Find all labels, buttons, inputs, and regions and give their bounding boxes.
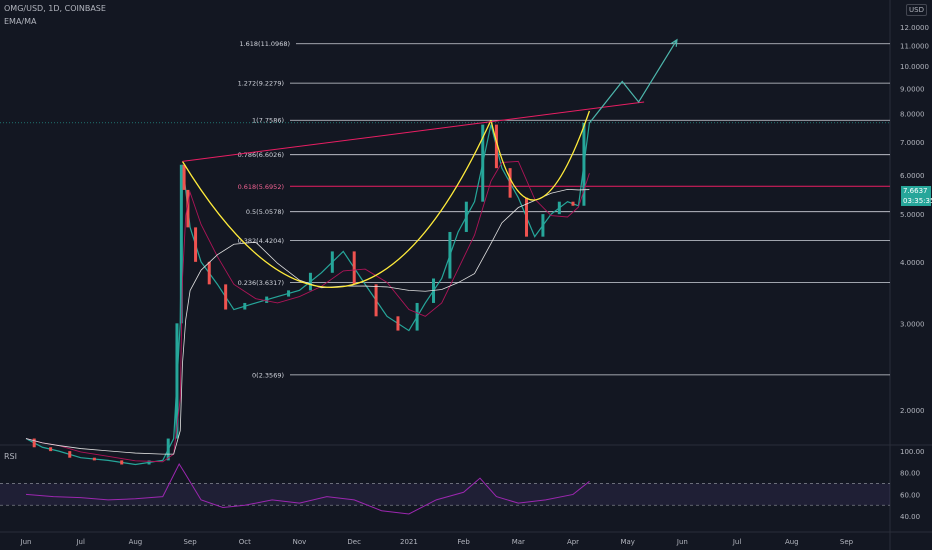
currency-badge[interactable]: USD <box>906 4 927 16</box>
candle <box>481 124 485 202</box>
candle <box>147 460 151 465</box>
y-tick-label: 6.0000 <box>900 172 925 180</box>
candle <box>194 227 198 262</box>
y-tick-label: 10.0000 <box>900 63 929 71</box>
y-tick-label: 7.0000 <box>900 139 925 147</box>
x-tick-label: Sep <box>840 538 854 546</box>
price-line <box>25 122 591 466</box>
fib-level-label: 0.236(3.6317) <box>238 279 284 287</box>
candle <box>120 460 124 465</box>
x-tick-label: Jun <box>676 538 688 546</box>
current-price-value: 7.6637 <box>903 187 928 195</box>
x-tick-label: Jul <box>75 538 85 546</box>
rsi-label: RSI <box>4 452 17 461</box>
candle <box>175 323 179 439</box>
rsi-band <box>0 483 890 506</box>
candle <box>415 302 419 331</box>
x-tick-label: Feb <box>457 538 470 546</box>
symbol-title: OMG/USD, 1D, COINBASE <box>4 4 106 13</box>
candle <box>224 284 228 310</box>
fib-level-label: 0.5(5.0578) <box>246 208 284 216</box>
candle <box>396 316 400 331</box>
candle <box>243 302 247 310</box>
candle <box>287 290 291 297</box>
candle <box>186 189 190 228</box>
rsi-line <box>25 463 590 515</box>
y-tick-label: 9.0000 <box>900 85 925 93</box>
ema-line <box>25 160 590 463</box>
candle <box>207 261 211 285</box>
countdown-timer: 03:35:35 <box>903 197 932 205</box>
projection-path <box>588 39 678 124</box>
candle <box>265 296 269 303</box>
fib-level-label: 1.618(11.0968) <box>239 40 290 48</box>
fib-level-label: 0(2.3569) <box>252 371 284 379</box>
x-tick-label: Nov <box>293 538 307 546</box>
x-tick-label: Apr <box>567 538 579 546</box>
y-tick-label: 2.0000 <box>900 407 925 415</box>
rsi-tick-label: 40.00 <box>900 513 920 521</box>
trend-line <box>182 101 645 162</box>
rsi-tick-label: 80.00 <box>900 470 920 478</box>
candle <box>374 284 378 317</box>
projection-arrowhead <box>670 38 678 47</box>
candle <box>49 447 53 452</box>
x-tick-label: Oct <box>239 538 251 546</box>
x-tick-label: Dec <box>347 538 361 546</box>
rsi-tick-label: 100.00 <box>900 448 925 456</box>
y-tick-label: 3.0000 <box>900 320 925 328</box>
candle <box>330 251 334 273</box>
x-tick-label: Mar <box>512 538 525 546</box>
y-tick-label: 5.0000 <box>900 211 925 219</box>
x-tick-label: Jun <box>20 538 32 546</box>
candle <box>308 272 312 291</box>
ma-line <box>25 188 590 455</box>
current-price-label: 7.6637 03:35:35 <box>901 186 932 206</box>
handle-curve <box>490 110 591 201</box>
x-tick-label: Sep <box>183 538 197 546</box>
candle <box>179 164 183 324</box>
indicator-label: EMA/MA <box>4 17 37 26</box>
x-tick-label: Jul <box>732 538 742 546</box>
x-tick-label: 2021 <box>400 538 418 546</box>
candle <box>68 451 72 458</box>
cup-curve <box>181 119 492 289</box>
rsi-tick-label: 60.00 <box>900 491 920 499</box>
candle <box>464 201 468 232</box>
candle <box>508 168 512 198</box>
candle <box>571 201 575 206</box>
candle <box>32 438 36 448</box>
y-tick-label: 12.0000 <box>900 24 929 32</box>
fib-level-label: 1(7.7586) <box>252 117 284 125</box>
candle <box>166 438 170 461</box>
candle <box>525 197 529 237</box>
fib-level-label: 1.272(9.2279) <box>238 80 284 88</box>
candle <box>557 201 561 215</box>
x-tick-label: May <box>620 538 634 546</box>
candle <box>582 122 586 206</box>
candle <box>352 251 356 285</box>
candle <box>448 231 452 279</box>
y-tick-label: 11.0000 <box>900 43 929 51</box>
y-tick-label: 8.0000 <box>900 111 925 119</box>
fib-level-label: 0.618(5.6952) <box>238 183 284 191</box>
fib-level-label: 0.786(6.6026) <box>238 151 284 159</box>
candle <box>92 457 96 461</box>
x-tick-label: Aug <box>785 538 799 546</box>
x-tick-label: Aug <box>129 538 143 546</box>
y-tick-label: 4.0000 <box>900 259 925 267</box>
candle <box>494 124 498 169</box>
candle <box>182 164 186 190</box>
candle <box>541 214 545 237</box>
fib-level-label: 0.382(4.4204) <box>238 237 284 245</box>
